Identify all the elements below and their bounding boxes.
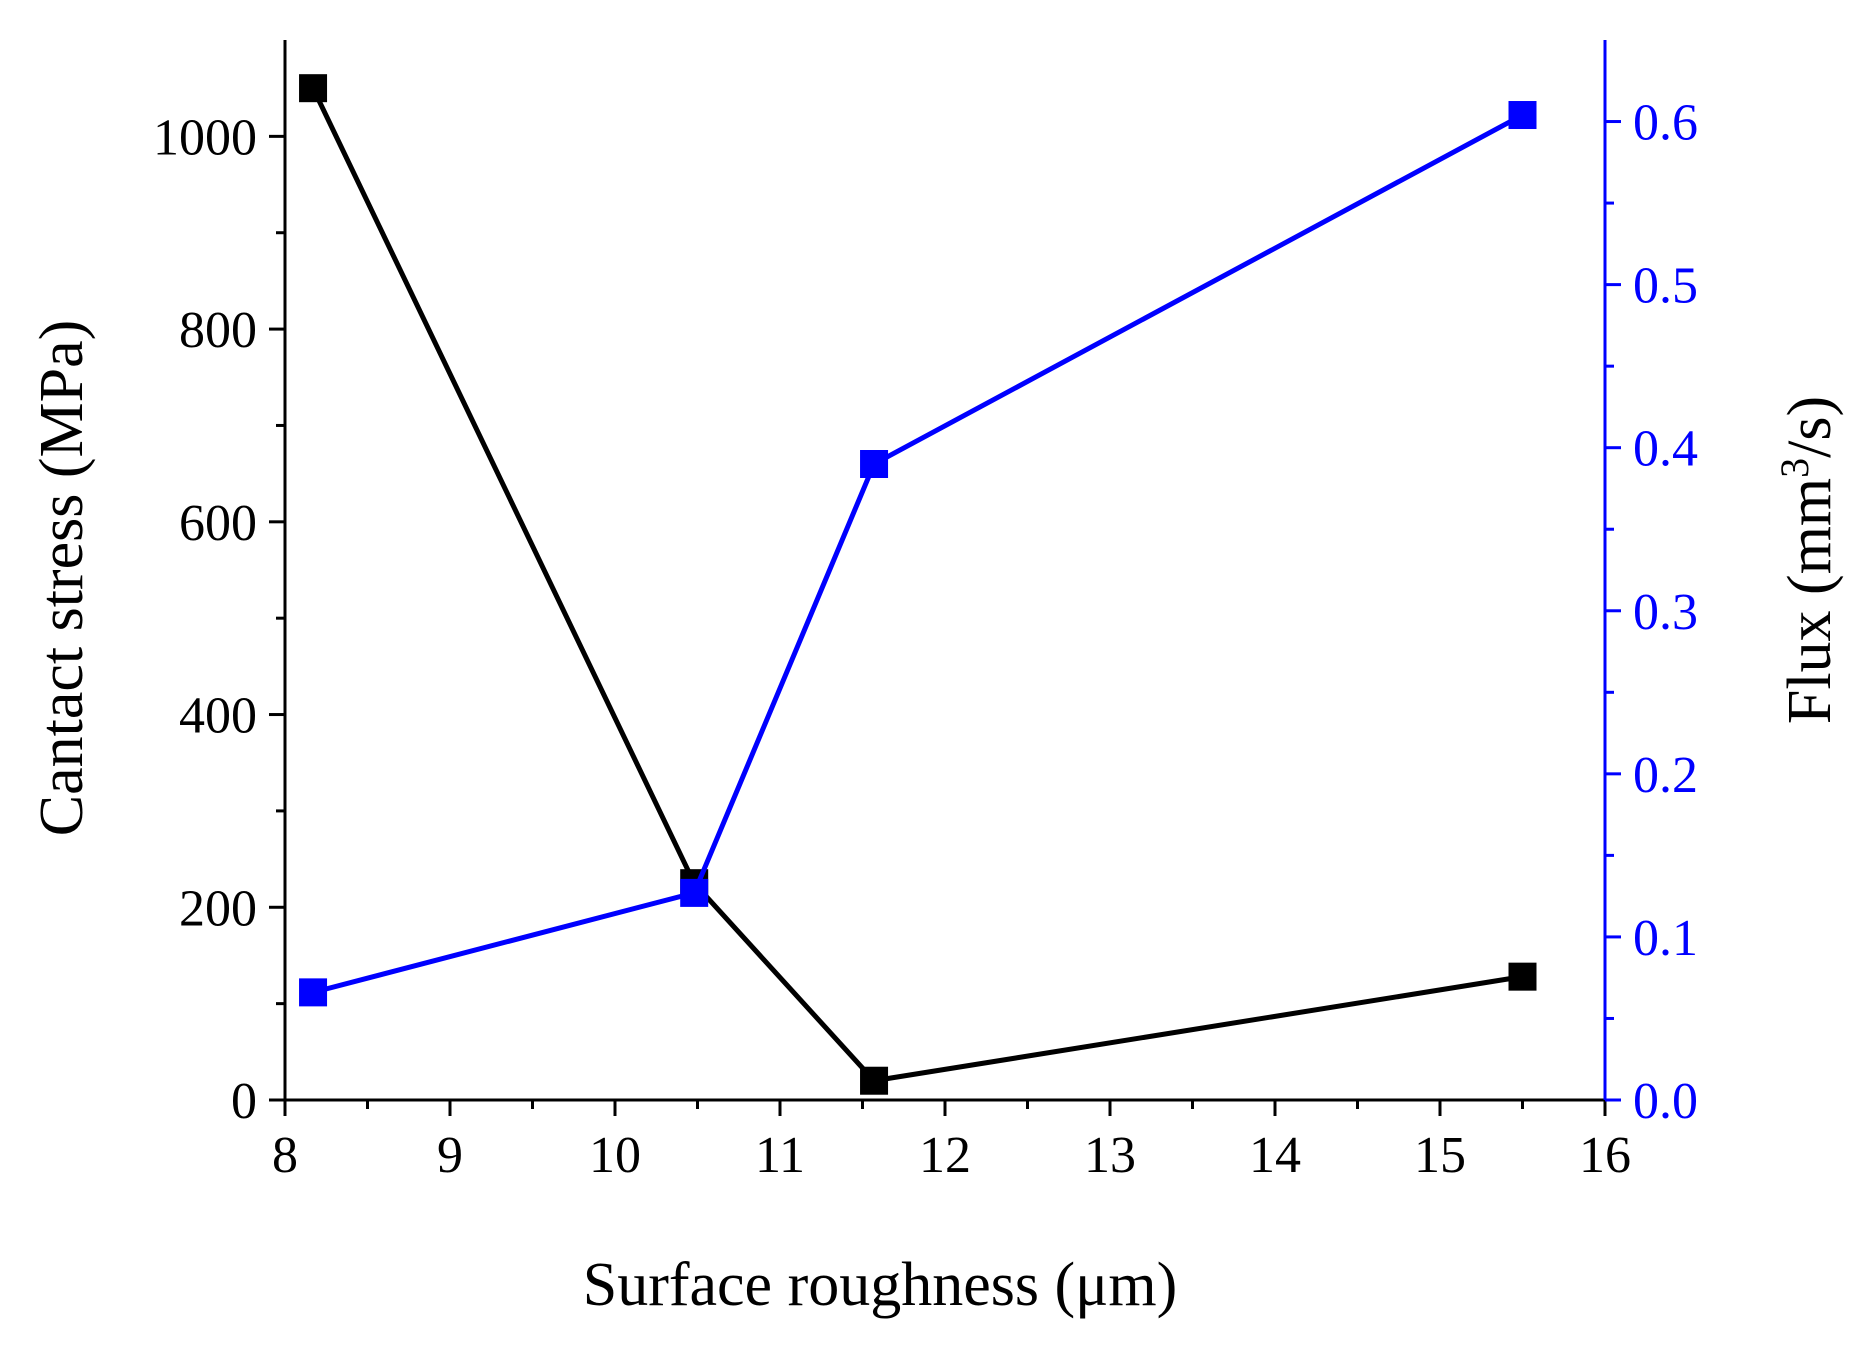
x-tick-label: 13	[1084, 1127, 1136, 1184]
left-y-tick-label: 200	[179, 880, 257, 937]
left-y-tick-label: 400	[179, 688, 257, 745]
left-y-tick-label: 0	[231, 1073, 257, 1130]
x-axis-title: Surface roughness (μm)	[583, 1251, 1178, 1319]
right-y-tick-label: 0.5	[1633, 258, 1698, 315]
data-point-marker	[299, 74, 328, 103]
right-y-tick-label: 0.4	[1633, 421, 1698, 478]
axes	[283, 40, 1607, 1102]
series-line	[310, 87, 1523, 1084]
right-y-axis-title: Flux (mm3/s)	[1772, 396, 1844, 724]
series	[299, 74, 1537, 1095]
x-tick-label: 15	[1414, 1127, 1466, 1184]
data-point-marker	[860, 450, 889, 478]
axis-titles: Surface roughness (μm) Cantact stress (M…	[28, 320, 1844, 1319]
right-y-axis-title-prefix: Flux (mm	[1776, 478, 1844, 724]
x-tick-label: 9	[437, 1127, 463, 1184]
ticks: 8 9 10 11 12 13 14 15 16 0 200 400 600 800 1000 0.0 0.1 0…	[153, 95, 1698, 1184]
right-y-axis-title-sup: 3	[1772, 458, 1817, 478]
left-y-tick-label: 1000	[153, 109, 257, 166]
left-y-tick-label: 800	[179, 302, 257, 359]
x-tick-label: 12	[919, 1127, 971, 1184]
data-point-marker	[299, 978, 328, 1007]
x-tick-label: 14	[1249, 1127, 1301, 1184]
data-point-marker	[1508, 962, 1537, 991]
x-tick-label: 11	[755, 1127, 805, 1184]
data-point-marker	[860, 1066, 889, 1095]
right-y-tick-label: 0.1	[1633, 910, 1698, 967]
right-y-axis-title-suffix: /s)	[1776, 396, 1844, 458]
x-tick-label: 16	[1579, 1127, 1631, 1184]
left-y-tick-label: 600	[179, 495, 257, 552]
right-y-tick-label: 0.2	[1633, 747, 1698, 804]
data-point-marker	[1508, 101, 1537, 130]
right-y-tick-label: 0.6	[1633, 95, 1698, 152]
data-point-marker	[680, 878, 709, 907]
right-y-tick-label: 0.3	[1633, 584, 1698, 641]
left-y-axis-title: Cantact stress (MPa)	[28, 320, 96, 837]
x-tick-label: 10	[589, 1127, 641, 1184]
right-y-tick-label: 0.0	[1633, 1073, 1698, 1130]
series-line	[312, 112, 1524, 995]
series-flux	[299, 101, 1537, 1007]
x-tick-label: 8	[272, 1127, 298, 1184]
series-contact-stress	[299, 74, 1537, 1095]
